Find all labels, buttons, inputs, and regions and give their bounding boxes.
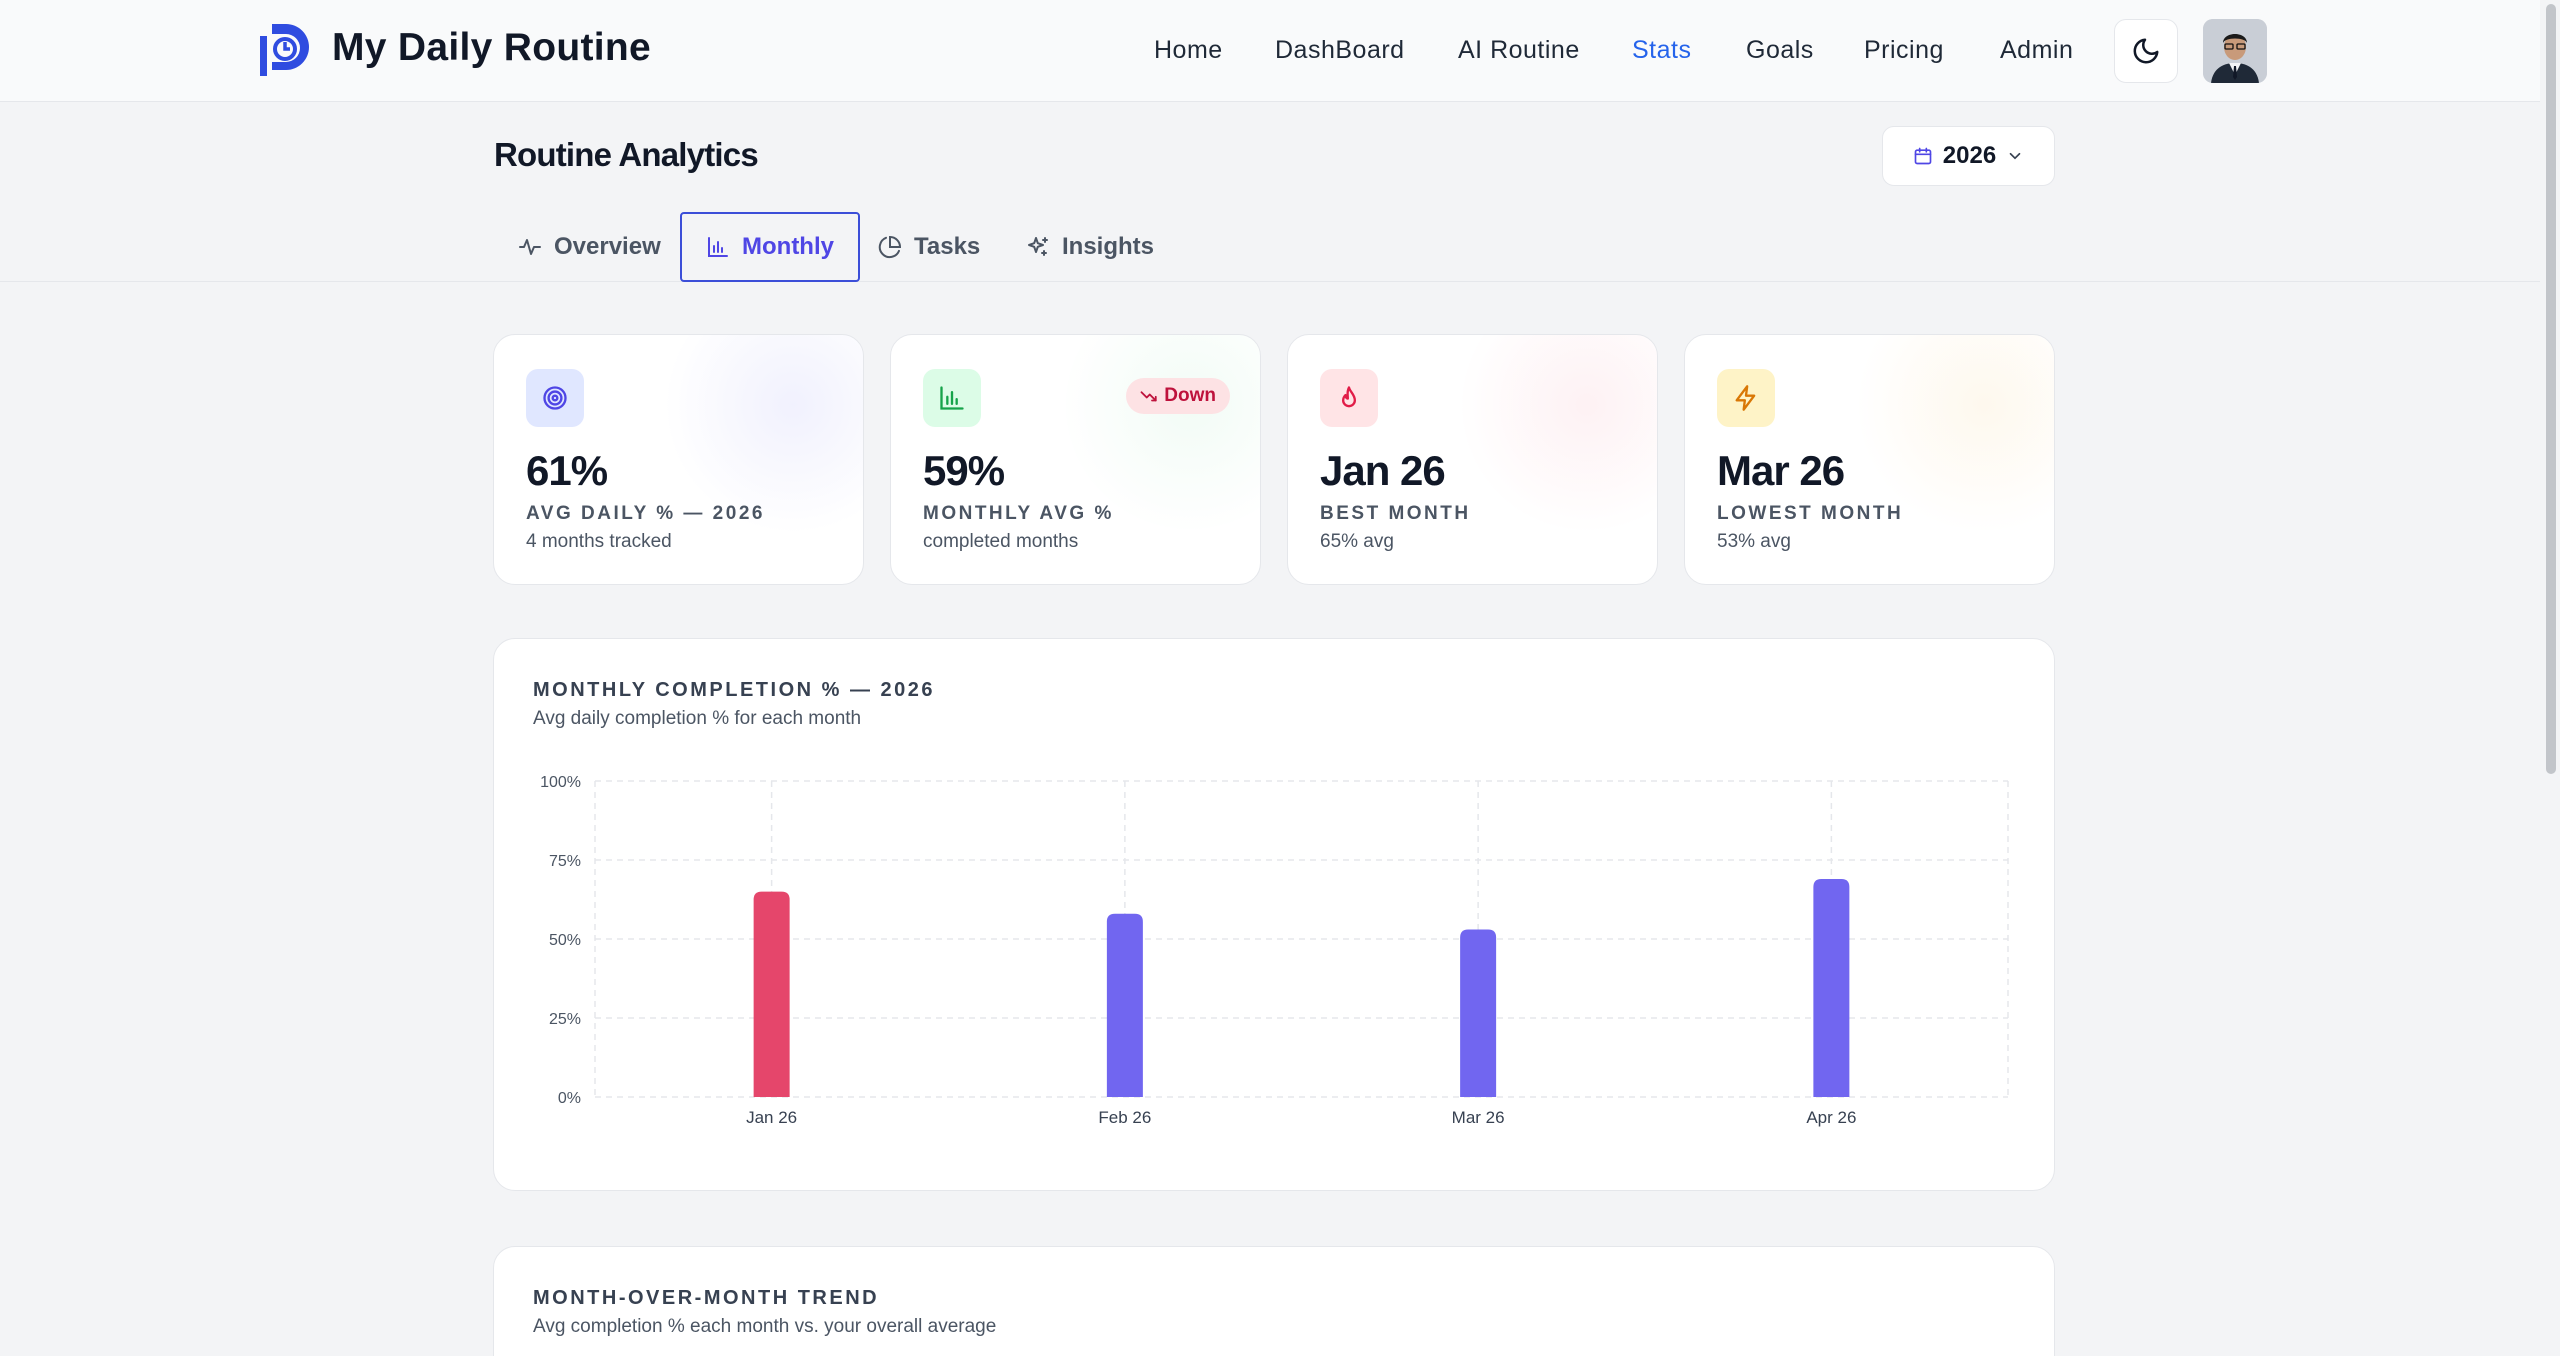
y-tick-label: 75% — [549, 853, 581, 870]
top-navbar: My Daily Routine Home DashBoard AI Routi… — [0, 0, 2560, 102]
activity-icon — [519, 239, 541, 255]
stat-card-avg-daily: 61% AVG DAILY % — 2026 4 months tracked — [493, 334, 864, 585]
nav-stats[interactable]: Stats — [1632, 36, 1692, 64]
nav-pricing[interactable]: Pricing — [1864, 36, 1944, 64]
stat-label: AVG DAILY % — 2026 — [526, 503, 765, 524]
tab-monthly[interactable]: Monthly — [680, 212, 860, 282]
panel-subtitle: Avg completion % each month vs. your ove… — [533, 1316, 997, 1337]
card-glow — [1457, 335, 1657, 535]
target-icon — [543, 386, 567, 410]
year-select[interactable]: 2026 — [1882, 126, 2055, 186]
stat-card-lowest-month: Mar 26 LOWEST MONTH 53% avg — [1684, 334, 2055, 585]
flame-icon — [1342, 386, 1356, 408]
pie-chart-icon — [878, 235, 902, 258]
tabs-divider — [0, 281, 2540, 282]
month-over-month-panel: MONTH-OVER-MONTH TREND Avg completion % … — [493, 1246, 2055, 1356]
chart-bar[interactable] — [1106, 913, 1143, 1097]
stat-label: BEST MONTH — [1320, 503, 1471, 524]
nav-dashboard[interactable]: DashBoard — [1275, 36, 1405, 64]
x-tick-label: Mar 26 — [1452, 1108, 1505, 1127]
stat-label: LOWEST MONTH — [1717, 503, 1904, 524]
nav-admin[interactable]: Admin — [2000, 36, 2074, 64]
chart-bar[interactable] — [1460, 929, 1497, 1097]
sparkles-icon — [1028, 237, 1048, 256]
stat-value: 59% — [923, 447, 1005, 494]
calendar-icon — [1914, 147, 1932, 165]
panel-title: MONTH-OVER-MONTH TREND — [533, 1287, 880, 1309]
page-title: Routine Analytics — [494, 136, 759, 173]
scrollbar-thumb[interactable] — [2546, 4, 2556, 774]
stat-subtext: 53% avg — [1717, 531, 1791, 552]
x-tick-label: Feb 26 — [1098, 1108, 1151, 1127]
stat-subtext: completed months — [923, 531, 1079, 552]
nav-ai-routine[interactable]: AI Routine — [1458, 36, 1580, 64]
y-tick-label: 0% — [558, 1090, 581, 1107]
stat-subtext: 4 months tracked — [526, 531, 672, 552]
trend-badge: Down — [1126, 378, 1230, 414]
bar-chart-icon — [940, 386, 964, 410]
chevron-down-icon — [2009, 152, 2021, 160]
stat-value: Mar 26 — [1717, 447, 1845, 494]
zap-icon — [1735, 385, 1756, 411]
app-logo-icon[interactable] — [258, 22, 310, 78]
monthly-completion-panel: MONTHLY COMPLETION % — 2026 Avg daily co… — [493, 638, 2055, 1191]
trending-down-icon — [1140, 391, 1157, 402]
avatar-image — [2203, 19, 2267, 83]
trend-badge-label: Down — [1164, 385, 1216, 406]
y-tick-label: 100% — [540, 774, 581, 791]
stat-card-monthly-avg: Down 59% MONTHLY AVG % completed months — [890, 334, 1261, 585]
nav-goals[interactable]: Goals — [1746, 36, 1814, 64]
moon-icon — [2133, 38, 2159, 64]
panel-title: MONTHLY COMPLETION % — 2026 — [533, 679, 936, 701]
tab-overview-label: Overview — [554, 233, 661, 260]
stat-icon-box — [1717, 369, 1775, 427]
stat-value: Jan 26 — [1320, 447, 1446, 494]
stat-icon-box — [923, 369, 981, 427]
chart-bar[interactable] — [1813, 878, 1850, 1097]
tab-tasks-label: Tasks — [914, 233, 981, 260]
x-tick-label: Jan 26 — [746, 1108, 797, 1127]
y-tick-label: 50% — [549, 932, 581, 949]
stat-card-best-month: Jan 26 BEST MONTH 65% avg — [1287, 334, 1658, 585]
panel-subtitle: Avg daily completion % for each month — [533, 708, 862, 729]
x-tick-label: Apr 26 — [1806, 1108, 1856, 1127]
stat-icon-box — [526, 369, 584, 427]
bar-chart-icon — [708, 237, 728, 257]
stat-label: MONTHLY AVG % — [923, 503, 1114, 524]
stat-icon-box — [1320, 369, 1378, 427]
theme-toggle-button[interactable] — [2114, 19, 2178, 83]
tab-tasks[interactable]: Tasks — [854, 212, 1004, 282]
tab-monthly-label: Monthly — [742, 233, 834, 260]
y-tick-label: 25% — [549, 1011, 581, 1028]
monthly-bar-chart: 0% 25% 50% 75% 100% Jan 26 Feb 26 Mar 26 Apr 26 — [540, 774, 2009, 1127]
year-select-value: 2026 — [1942, 142, 1997, 169]
chart-bar[interactable] — [753, 891, 790, 1097]
stat-value: 61% — [526, 447, 608, 494]
stat-subtext: 65% avg — [1320, 531, 1394, 552]
brand-title[interactable]: My Daily Routine — [332, 26, 652, 69]
tab-insights-label: Insights — [1062, 233, 1155, 260]
tab-overview[interactable]: Overview — [494, 212, 685, 282]
user-avatar[interactable] — [2203, 19, 2267, 83]
nav-home[interactable]: Home — [1154, 36, 1223, 64]
tab-insights[interactable]: Insights — [1002, 212, 1178, 282]
